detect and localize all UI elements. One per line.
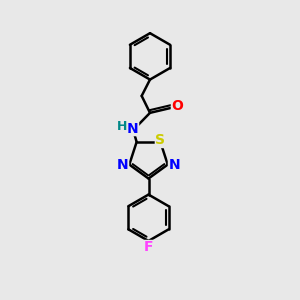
Text: H: H: [117, 120, 128, 133]
Text: S: S: [155, 134, 165, 148]
Text: N: N: [127, 122, 139, 136]
Text: N: N: [117, 158, 129, 172]
Text: O: O: [171, 99, 183, 113]
Text: N: N: [169, 158, 180, 172]
Text: F: F: [144, 241, 153, 254]
